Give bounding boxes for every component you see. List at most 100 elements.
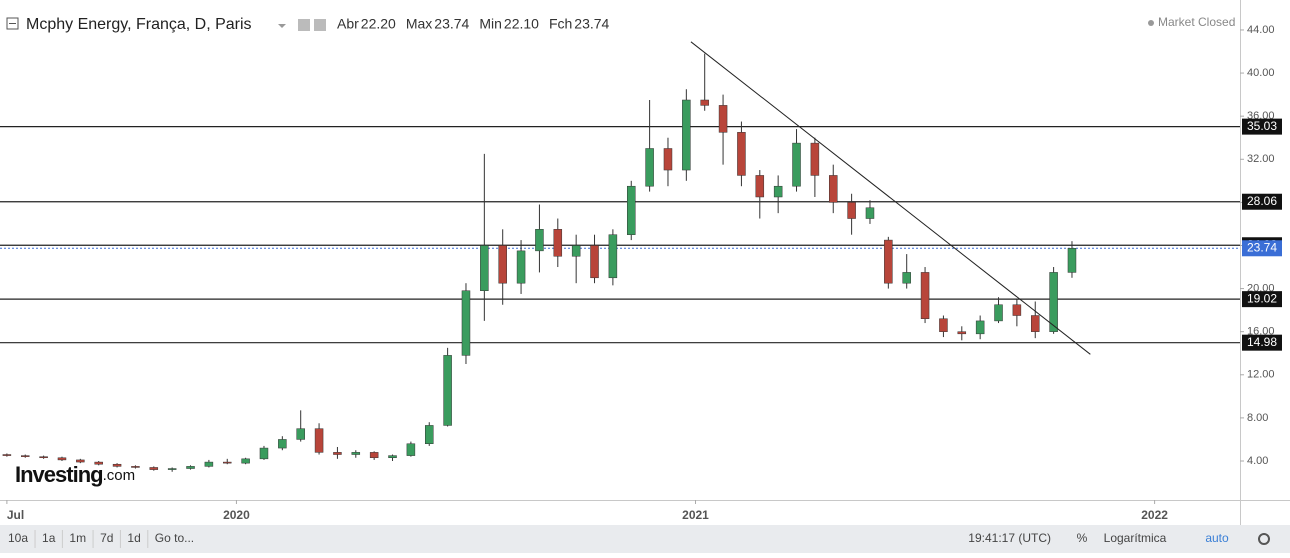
candle-body bbox=[149, 467, 159, 470]
candle-body bbox=[480, 245, 489, 291]
y-tick-label: 16.00 bbox=[1247, 326, 1275, 338]
settings-icon[interactable] bbox=[298, 19, 310, 31]
candle-body bbox=[700, 99, 709, 106]
level-label-bg bbox=[1242, 334, 1282, 351]
candle-body bbox=[553, 229, 563, 257]
trendline bbox=[690, 41, 1091, 355]
summary-value: 23.74 bbox=[434, 16, 469, 32]
candle-body bbox=[278, 439, 287, 449]
x-tick-label: 2022 bbox=[1141, 508, 1168, 522]
level-label-bg bbox=[1242, 193, 1282, 210]
candle-body bbox=[20, 455, 30, 457]
y-tick-label: 44.00 bbox=[1247, 24, 1275, 36]
candle-body bbox=[1012, 304, 1022, 316]
candle-body bbox=[388, 455, 397, 459]
candle-body bbox=[737, 132, 746, 176]
candle-body bbox=[884, 239, 893, 284]
candle-body bbox=[167, 468, 177, 470]
candle-body bbox=[773, 185, 783, 198]
y-tick-label: 4.00 bbox=[1247, 455, 1268, 467]
logo-brand: Investing bbox=[15, 462, 103, 487]
settings-icon[interactable] bbox=[314, 19, 326, 31]
candle-body bbox=[1067, 248, 1077, 273]
candle-body bbox=[39, 456, 48, 459]
candle-body bbox=[626, 185, 636, 235]
candle-body bbox=[608, 234, 618, 279]
logo-suffix: .com bbox=[103, 467, 136, 484]
toolbar-option[interactable]: Logarítmica bbox=[1104, 531, 1167, 545]
x-tick-label: Jul bbox=[7, 508, 24, 522]
candle-body bbox=[57, 457, 67, 461]
summary-label: Max bbox=[406, 16, 432, 32]
summary-value: 23.74 bbox=[574, 16, 609, 32]
x-tick-label: 2020 bbox=[223, 508, 250, 522]
candle-body bbox=[828, 175, 838, 203]
toolbar-option[interactable]: auto bbox=[1205, 531, 1229, 545]
y-tick-label: 12.00 bbox=[1247, 369, 1275, 381]
y-tick-label: 40.00 bbox=[1247, 67, 1275, 79]
level-label-bg bbox=[1242, 291, 1282, 308]
candle-body bbox=[939, 318, 948, 332]
candle-body bbox=[406, 443, 416, 456]
y-axis-panel bbox=[1240, 0, 1290, 525]
candle-body bbox=[443, 355, 452, 426]
y-tick-label: 32.00 bbox=[1247, 153, 1275, 165]
market-status: Market Closed bbox=[1158, 15, 1235, 29]
candle-body bbox=[351, 452, 361, 455]
candle-body bbox=[296, 428, 305, 440]
logo: Investing.com bbox=[15, 462, 135, 487]
candle-body bbox=[241, 458, 250, 464]
y-tick-label: 8.00 bbox=[1247, 412, 1268, 424]
candle-body bbox=[498, 245, 507, 284]
candle-body bbox=[186, 466, 195, 469]
candle-body bbox=[975, 320, 985, 335]
candle-body bbox=[718, 105, 728, 133]
candle-body bbox=[663, 148, 673, 171]
candle-body bbox=[755, 175, 765, 198]
dropdown-icon[interactable] bbox=[278, 24, 286, 28]
candle-body bbox=[682, 99, 691, 171]
toolbar-button[interactable]: 1m bbox=[69, 531, 86, 545]
settings-gear[interactable] bbox=[1258, 533, 1270, 545]
candle-body bbox=[424, 425, 434, 444]
candle-body bbox=[222, 461, 232, 464]
candle-body bbox=[902, 272, 911, 284]
toolbar-button[interactable]: 1d bbox=[127, 531, 140, 545]
summary-label: Min bbox=[479, 16, 502, 32]
level-label: 28.06 bbox=[1247, 194, 1277, 208]
price-label-bg bbox=[1242, 240, 1282, 257]
toolbar-button[interactable]: 1a bbox=[42, 531, 56, 545]
candle-body bbox=[865, 207, 875, 219]
candle-body bbox=[1030, 315, 1040, 332]
chart-title: Mcphy Energy, França, D, Paris bbox=[26, 16, 252, 33]
level-label: 35.03 bbox=[1247, 119, 1277, 133]
candle-body bbox=[204, 461, 214, 467]
level-label-bg bbox=[1242, 118, 1282, 135]
clock: 19:41:17 (UTC) bbox=[968, 531, 1051, 545]
candle-body bbox=[369, 452, 379, 459]
candle-body bbox=[792, 142, 801, 187]
candle-body bbox=[847, 202, 856, 219]
level-label: 14.98 bbox=[1247, 335, 1277, 349]
candle-body bbox=[535, 229, 544, 252]
candle-body bbox=[461, 290, 471, 356]
candle-body bbox=[76, 459, 85, 463]
candle-body bbox=[94, 461, 103, 465]
toolbar-option[interactable]: % bbox=[1077, 531, 1088, 545]
candle-body bbox=[645, 148, 654, 187]
toolbar-button[interactable]: 7d bbox=[100, 531, 113, 545]
candle-body bbox=[994, 304, 1003, 322]
status-dot bbox=[1148, 20, 1154, 26]
toolbar-button[interactable]: Go to... bbox=[155, 531, 194, 545]
candle-body bbox=[810, 142, 820, 176]
candle-body bbox=[590, 245, 599, 279]
summary-value: 22.20 bbox=[361, 16, 396, 32]
x-tick-label: 2021 bbox=[682, 508, 709, 522]
candle-body bbox=[2, 454, 12, 456]
candle-body bbox=[112, 463, 122, 467]
toolbar-button[interactable]: 10a bbox=[8, 531, 28, 545]
summary-label: Fch bbox=[549, 16, 572, 32]
